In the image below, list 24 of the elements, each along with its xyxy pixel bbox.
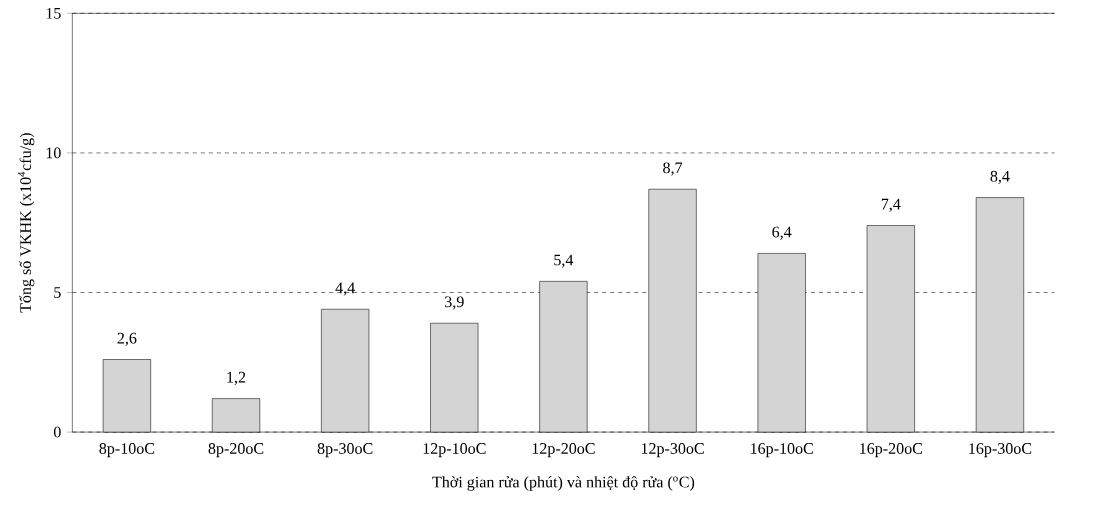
y-tick-label: 0 (53, 426, 61, 438)
x-axis-title: Thời gian rửa (phút) và nhiệt độ rửa ($^{o}$C) (432, 476, 695, 491)
x-tick-label: 8p-10oC (99, 442, 155, 458)
x-tick-label: 12p-10oC (423, 442, 486, 458)
data-label: 6,4 (772, 226, 792, 240)
data-label: 2,6 (117, 332, 137, 346)
y-axis-title: Tổng số VKHK (x10$^{4}$cfu/g) (18, 133, 35, 313)
data-label: 7,4 (881, 198, 901, 212)
y-tick-label: 15 (46, 7, 61, 19)
x-tick-label: 8p-20oC (208, 442, 264, 458)
data-label: 5,4 (554, 254, 574, 268)
y-tick-label: 5 (54, 287, 61, 298)
y-tick-label: 10 (46, 147, 61, 159)
x-tick-label: 12p-20oC (532, 442, 595, 458)
data-label: 1,2 (227, 371, 246, 385)
data-label: 4,4 (335, 282, 355, 296)
data-label: 8,4 (990, 170, 1010, 184)
x-tick-label: 12p-30oC (641, 442, 704, 458)
x-tick-label: 16p-10oC (750, 442, 813, 458)
data-label: 3,9 (445, 296, 464, 310)
x-tick-label: 16p-30oC (969, 442, 1032, 458)
x-tick-label: 16p-20oC (860, 442, 923, 458)
data-label: 8,7 (663, 162, 683, 176)
x-tick-label: 8p-30oC (317, 442, 373, 458)
